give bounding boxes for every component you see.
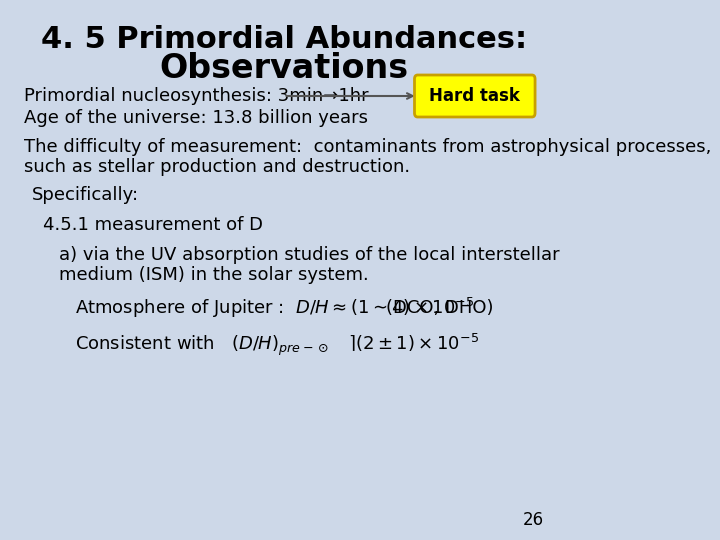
FancyBboxPatch shape [415,75,535,117]
Text: a) via the UV absorption studies of the local interstellar: a) via the UV absorption studies of the … [59,246,559,264]
Text: 26: 26 [523,511,544,529]
Text: Atmosphere of Jupiter :  $D/H \approx (1 \sim 4)\times10^{-5}$: Atmosphere of Jupiter : $D/H \approx (1 … [75,296,474,320]
Text: The difficulty of measurement:  contaminants from astrophysical processes,: The difficulty of measurement: contamina… [24,138,711,156]
Text: Hard task: Hard task [429,87,521,105]
Text: medium (ISM) in the solar system.: medium (ISM) in the solar system. [59,266,369,284]
Text: Primordial nucleosynthesis: 3min→1hr: Primordial nucleosynthesis: 3min→1hr [24,87,368,105]
Text: such as stellar production and destruction.: such as stellar production and destructi… [24,158,410,176]
Text: 4. 5 Primordial Abundances:: 4. 5 Primordial Abundances: [40,25,527,55]
Text: Consistent with   $(D/H)_{pre-\odot}$   $\rceil (2\pm1)\times10^{-5}$: Consistent with $(D/H)_{pre-\odot}$ $\rc… [75,332,479,358]
Text: Specifically:: Specifically: [32,186,139,204]
Text: (DCO, DHO): (DCO, DHO) [386,299,494,317]
Text: Observations: Observations [159,51,408,84]
Text: Age of the universe: 13.8 billion years: Age of the universe: 13.8 billion years [24,109,368,127]
Text: 4.5.1 measurement of D: 4.5.1 measurement of D [43,216,264,234]
